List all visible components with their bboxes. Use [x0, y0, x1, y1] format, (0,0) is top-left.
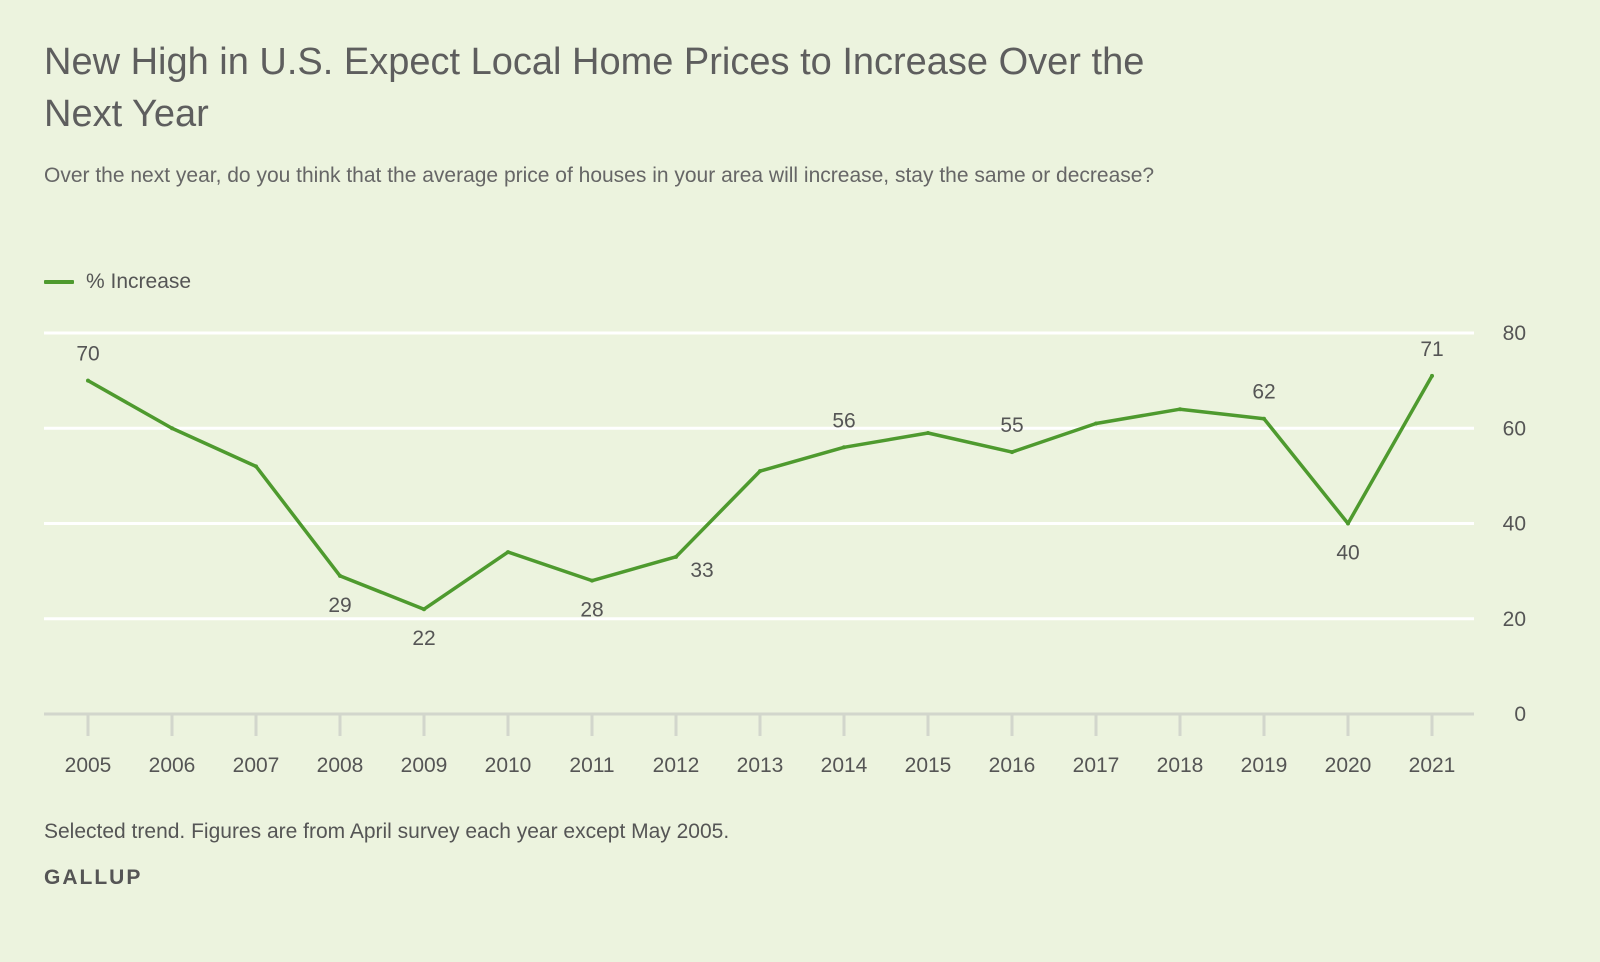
x-tick-label: 2005 — [65, 754, 112, 777]
data-point — [590, 578, 594, 583]
x-tick-label: 2020 — [1325, 754, 1372, 777]
y-tick-label: 20 — [1503, 608, 1526, 631]
y-tick-label: 0 — [1514, 703, 1526, 726]
x-tick-label: 2021 — [1409, 754, 1456, 777]
footnote: Selected trend. Figures are from April s… — [44, 820, 730, 843]
data-point — [86, 378, 90, 383]
x-tick-label: 2014 — [821, 754, 868, 777]
x-tick-label: 2007 — [233, 754, 280, 777]
series-line-increase — [86, 374, 1434, 611]
data-point — [1010, 450, 1014, 455]
legend-swatch-increase — [44, 280, 74, 284]
y-tick-label: 80 — [1503, 322, 1526, 345]
data-labels: 70 29 22 28 33 56 55 62 40 71 — [76, 338, 1443, 650]
data-point — [170, 426, 174, 431]
x-tick-label: 2009 — [401, 754, 448, 777]
data-point — [422, 607, 426, 612]
x-tick-label: 2018 — [1157, 754, 1204, 777]
y-tick-label: 60 — [1503, 417, 1526, 440]
data-label: 40 — [1336, 542, 1359, 565]
data-label: 55 — [1000, 414, 1023, 437]
y-tick-label: 40 — [1503, 513, 1526, 536]
x-tick-label: 2015 — [905, 754, 952, 777]
data-point — [842, 445, 846, 450]
chart-subtitle: Over the next year, do you think that th… — [44, 164, 1155, 187]
data-label: 22 — [412, 627, 435, 650]
legend-label-increase: % Increase — [86, 270, 192, 293]
x-tick-label: 2006 — [149, 754, 196, 777]
series-lines — [86, 373, 1434, 612]
data-label: 71 — [1420, 338, 1443, 361]
gridlines — [44, 331, 1474, 621]
data-label: 33 — [690, 559, 713, 582]
data-point — [254, 464, 258, 469]
source-logo: GALLUP — [44, 866, 143, 889]
x-tick-label: 2012 — [653, 754, 700, 777]
data-point — [1094, 421, 1098, 426]
data-point — [926, 431, 930, 436]
x-tick-label: 2019 — [1241, 754, 1288, 777]
data-point — [506, 550, 510, 555]
data-point — [338, 573, 342, 578]
data-point — [1178, 407, 1182, 412]
x-tick-label: 2011 — [569, 754, 614, 777]
data-point — [1262, 416, 1266, 421]
data-label: 29 — [328, 594, 351, 617]
data-point — [1346, 521, 1350, 526]
axes: 0 20 40 60 80 2005 2006 2007 2008 2009 2010 2011 201… — [44, 322, 1526, 777]
x-tick-label: 2010 — [485, 754, 532, 777]
chart-legend: % Increase — [44, 270, 191, 294]
data-label: 62 — [1252, 381, 1275, 404]
x-tick-label: 2016 — [989, 754, 1036, 777]
x-tick-label: 2013 — [737, 754, 784, 777]
data-point — [758, 469, 762, 474]
x-tick-label: 2017 — [1073, 754, 1120, 777]
x-tick-label: 2008 — [317, 754, 364, 777]
data-label: 28 — [580, 599, 603, 622]
data-point — [1430, 373, 1434, 378]
chart-title: New High in U.S. Expect Local Home Price… — [44, 41, 1145, 135]
data-label: 56 — [832, 409, 855, 432]
data-point — [674, 554, 678, 559]
data-label: 70 — [76, 343, 99, 366]
